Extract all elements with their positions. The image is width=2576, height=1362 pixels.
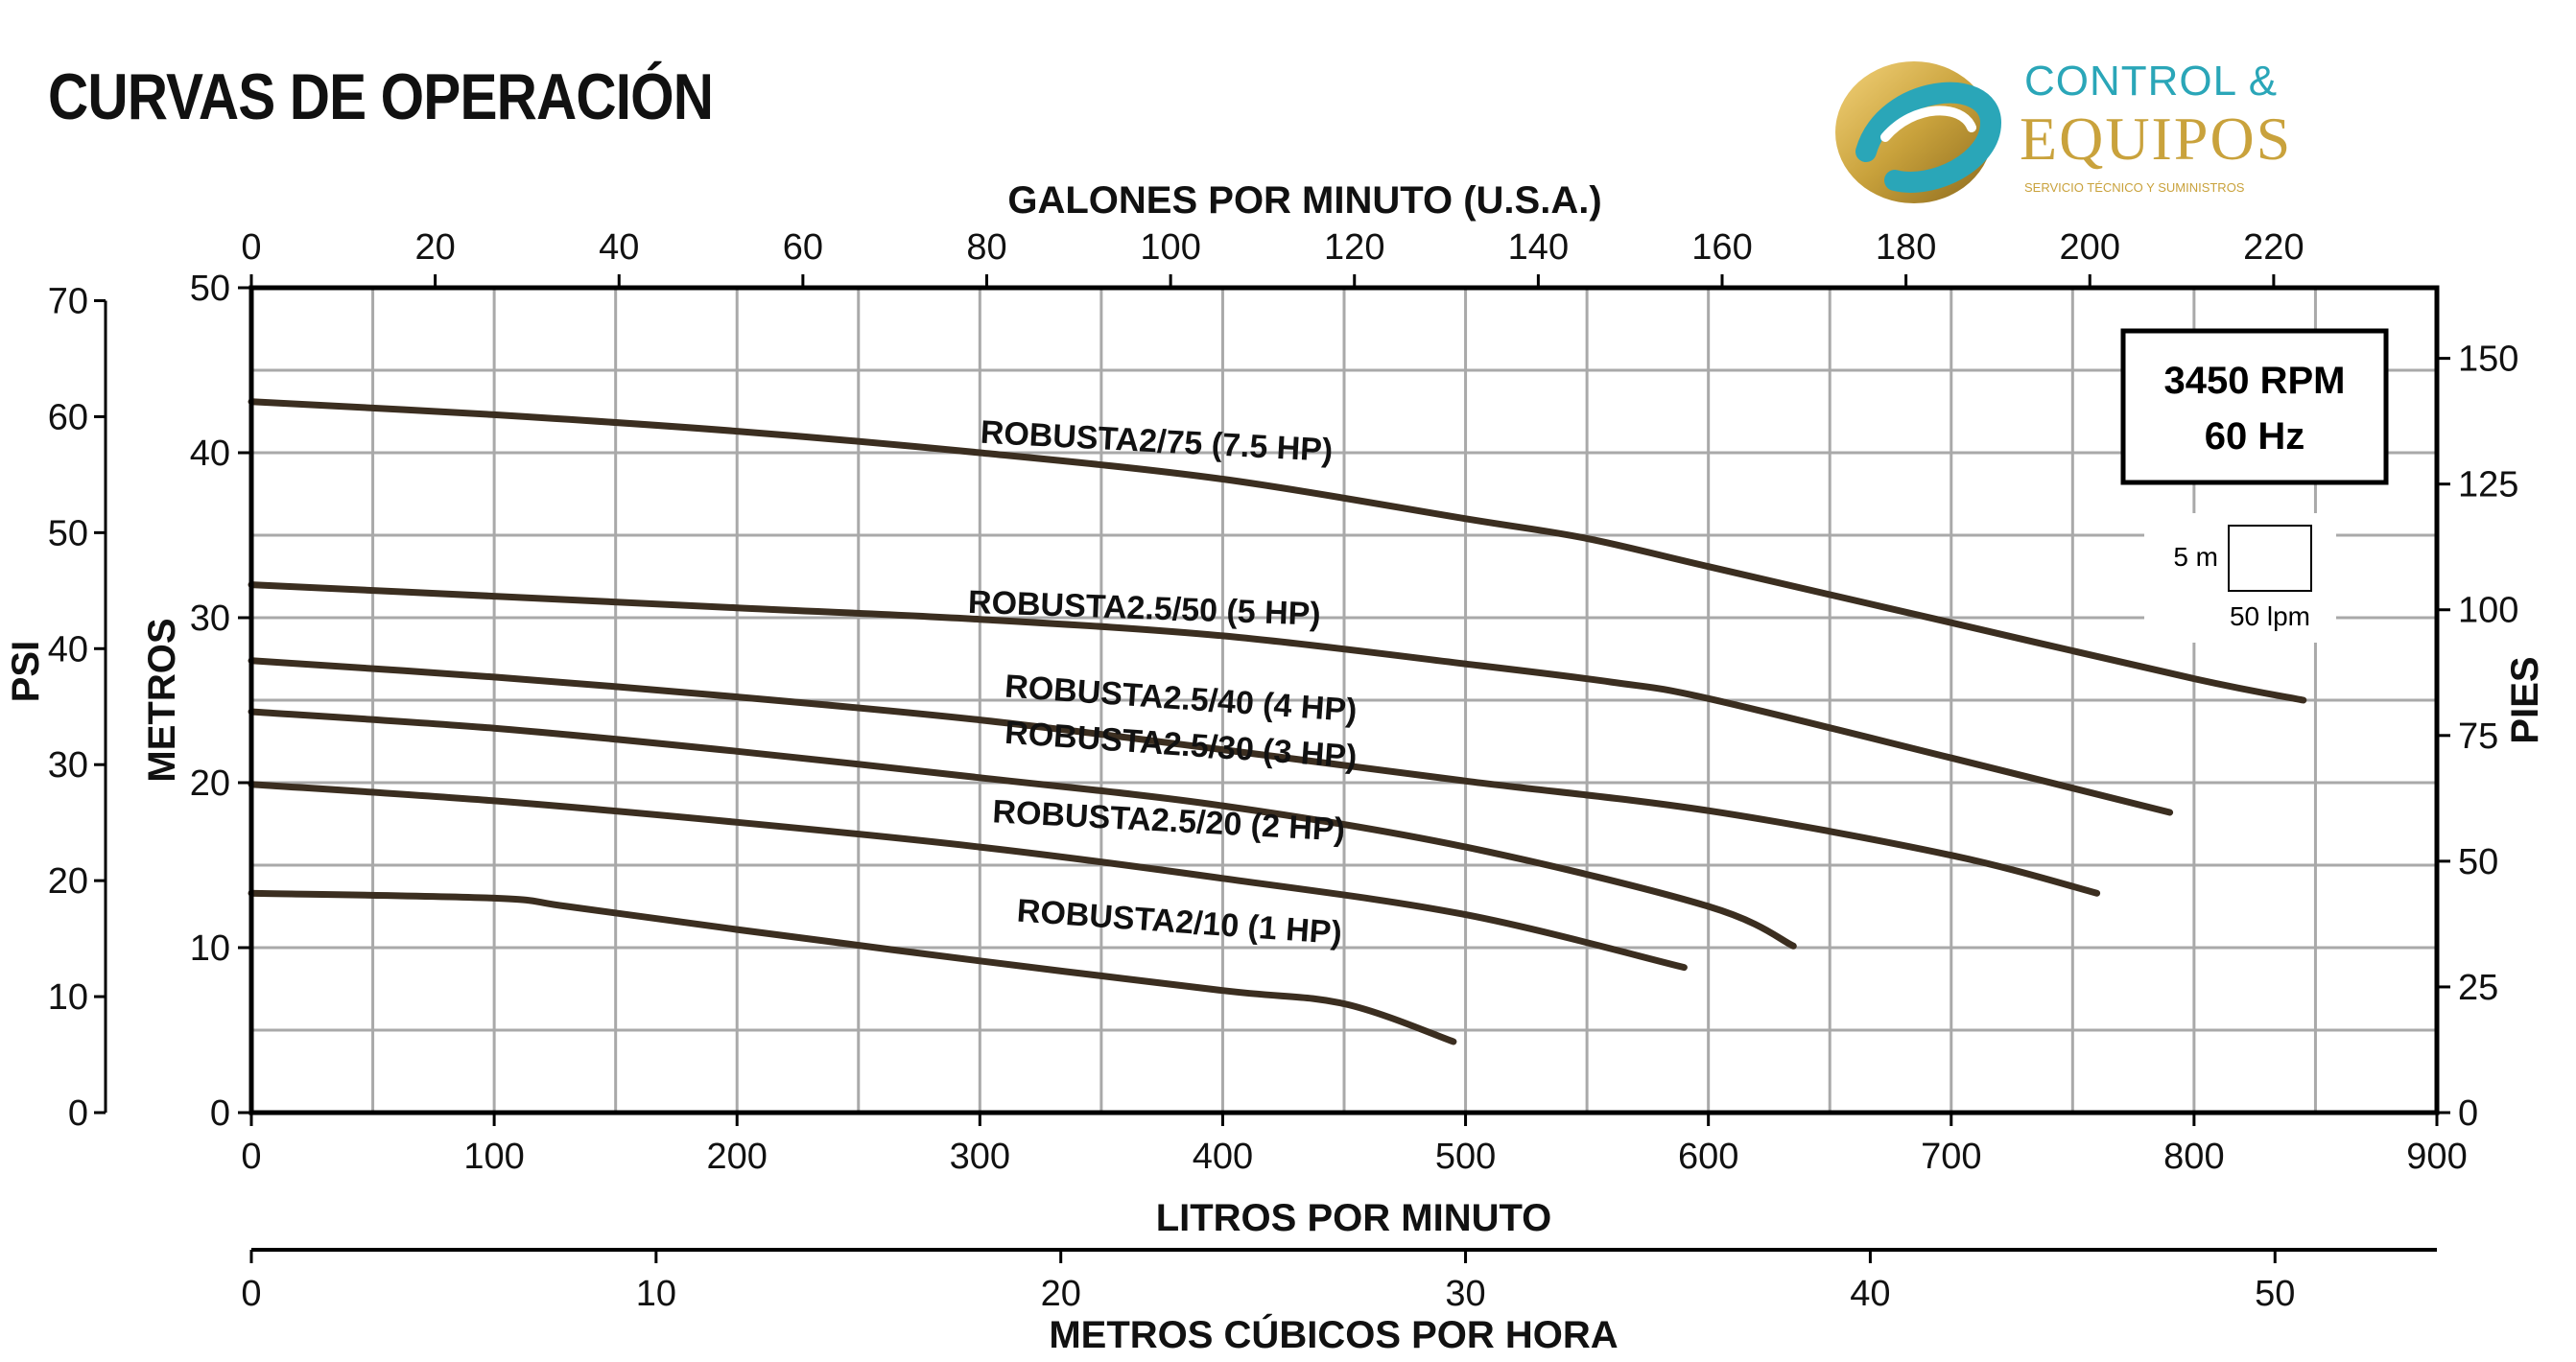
psi-tick-label: 70 (48, 281, 88, 321)
top-x-tick-label: 20 (414, 227, 455, 268)
feet-tick-label: 25 (2458, 968, 2498, 1008)
logo-line-2: EQUIPOS (2020, 105, 2293, 173)
y-tick-label: 40 (190, 434, 230, 474)
top-x-tick-label: 180 (1876, 227, 1936, 268)
psi-tick-label: 40 (48, 629, 88, 669)
curve-label: ROBUSTA2/10 (1 HP) (1016, 893, 1343, 952)
logo-line-1: CONTROL & (2024, 58, 2279, 105)
top-x-tick-label: 40 (599, 227, 639, 268)
feet-tick-label: 75 (2458, 716, 2498, 757)
psi-tick-label: 0 (68, 1093, 88, 1134)
curve-series-5 (248, 781, 1688, 972)
m3h-tick-label: 30 (1445, 1274, 1485, 1314)
curve-series-3 (248, 657, 2101, 897)
curve-series-2 (248, 581, 2174, 816)
rpm-badge-line-1: 3450 RPM (2164, 360, 2346, 402)
top-x-tick-label: 140 (1508, 227, 1569, 268)
m3h-axis-title: METROS CÚBICOS POR HORA (1049, 1312, 1618, 1356)
x-tick-label: 400 (1193, 1137, 1253, 1177)
x-tick-label: 800 (2163, 1137, 2224, 1177)
x-tick-label: 600 (1678, 1137, 1738, 1177)
curve-series-1 (248, 398, 2307, 704)
top-x-tick-label: 80 (966, 227, 1006, 268)
x-tick-label: 700 (1921, 1137, 1981, 1177)
curve-label: ROBUSTA2.5/50 (5 HP) (967, 584, 1321, 633)
x-tick-label: 0 (241, 1137, 261, 1177)
y-tick-label: 0 (210, 1093, 230, 1134)
brand-logo: CONTROL & EQUIPOS SERVICIO TÉCNICO Y SUM… (1828, 46, 2290, 219)
rpm-badge-line-2: 60 Hz (2205, 415, 2305, 458)
curve-series-6 (248, 889, 1457, 1045)
x-tick-label: 500 (1435, 1137, 1496, 1177)
feet-tick-label: 0 (2458, 1093, 2478, 1134)
psi-tick-label: 50 (48, 513, 88, 553)
top-axis-title: GALONES POR MINUTO (U.S.A.) (1007, 179, 1601, 222)
page-title: CURVAS DE OPERACIÓN (48, 60, 714, 133)
x-tick-label: 100 (463, 1137, 524, 1177)
scale-key-vertical: 5 m (2173, 542, 2218, 572)
plot-frame (248, 285, 2440, 1115)
top-x-tick-label: 100 (1140, 227, 1200, 268)
x-tick-label: 300 (950, 1137, 1010, 1177)
psi-tick-label: 30 (48, 745, 88, 786)
y-tick-label: 10 (190, 928, 230, 969)
feet-tick-label: 50 (2458, 842, 2498, 882)
x-tick-label: 900 (2406, 1137, 2467, 1177)
scale-key: 5 m 50 lpm (2144, 513, 2336, 643)
top-x-tick-label: 200 (2060, 227, 2120, 268)
m3h-tick-label: 0 (241, 1274, 261, 1314)
top-x-tick-label: 120 (1324, 227, 1384, 268)
scale-key-horizontal: 50 lpm (2230, 601, 2310, 631)
logo-swirl-icon (1835, 61, 2002, 203)
m3h-tick-label: 10 (636, 1274, 676, 1314)
curve-label: ROBUSTA2.5/20 (2 HP) (992, 793, 1346, 848)
rpm-badge: 3450 RPM 60 Hz (2120, 328, 2389, 485)
top-x-tick-label: 60 (783, 227, 823, 268)
x-tick-label: 200 (707, 1137, 768, 1177)
logo-line-3: SERVICIO TÉCNICO Y SUMINISTROS (2024, 180, 2245, 195)
psi-axis-title: PSI (5, 641, 47, 702)
curve-series-4 (248, 708, 1797, 950)
m3h-tick-label: 20 (1041, 1274, 1081, 1314)
top-x-tick-label: 160 (1691, 227, 1752, 268)
psi-tick-label: 60 (48, 397, 88, 437)
feet-axis-title: PIES (2504, 656, 2546, 743)
curve-layer (248, 398, 2307, 1045)
y-axis-title: METROS (141, 618, 183, 782)
x-axis-title: LITROS POR MINUTO (1156, 1197, 1552, 1239)
y-tick-label: 20 (190, 763, 230, 804)
feet-tick-label: 150 (2458, 340, 2518, 380)
m3h-tick-label: 40 (1850, 1274, 1890, 1314)
m3h-tick-label: 50 (2255, 1274, 2295, 1314)
psi-tick-label: 20 (48, 861, 88, 902)
top-x-tick-label: 220 (2243, 227, 2304, 268)
feet-tick-label: 125 (2458, 465, 2518, 505)
y-tick-label: 30 (190, 599, 230, 639)
feet-tick-label: 100 (2458, 591, 2518, 631)
y-tick-label: 50 (190, 269, 230, 309)
psi-tick-label: 10 (48, 977, 88, 1018)
top-x-tick-label: 0 (241, 227, 261, 268)
